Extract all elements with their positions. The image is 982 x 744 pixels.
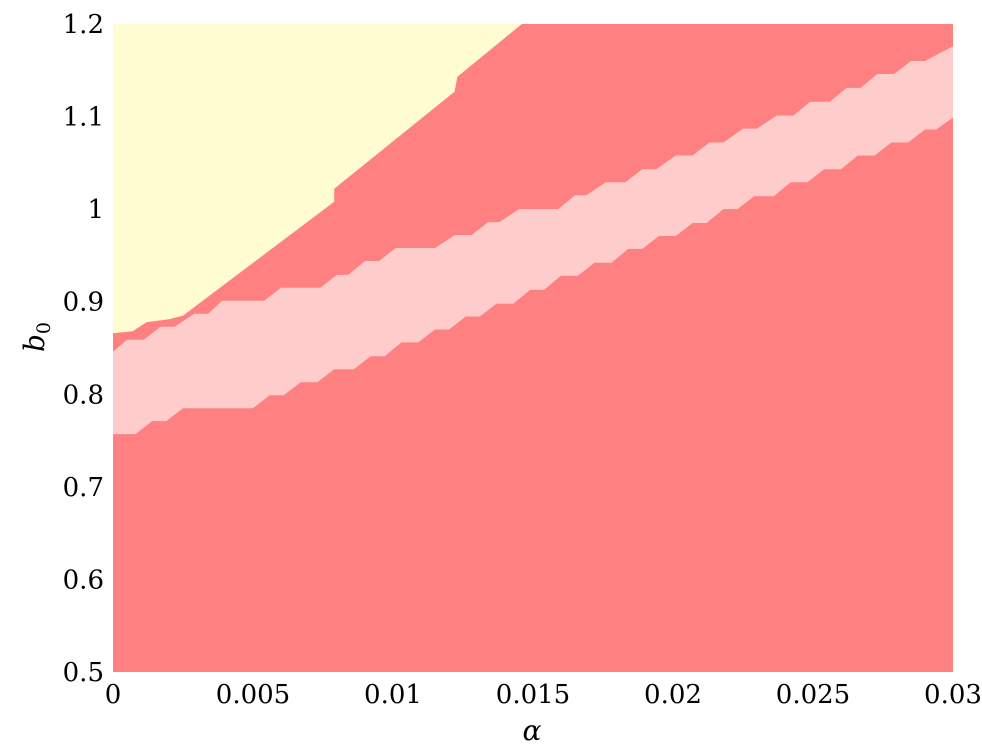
- y-tick-label: 1.2: [63, 10, 104, 40]
- x-tick-label: 0.03: [924, 680, 982, 710]
- x-tick-label: 0.015: [496, 680, 570, 710]
- region-pink-2: [113, 46, 953, 435]
- y-axis-label: b0: [18, 322, 55, 352]
- y-tick-label: 0.6: [63, 565, 104, 595]
- y-tick-label: 0.5: [63, 658, 104, 688]
- x-tick-label: 0.025: [776, 680, 850, 710]
- x-axis-label: α: [523, 714, 542, 744]
- y-tick-label: 0.7: [63, 473, 104, 503]
- x-tick-label: 0.005: [216, 680, 290, 710]
- x-tick-label: 0.01: [364, 680, 422, 710]
- y-tick-label: 1.1: [63, 103, 104, 133]
- y-axis-label-main: b: [18, 334, 51, 352]
- y-tick-label: 1: [87, 195, 104, 225]
- x-axis-tick-labels: 0 0.005 0.01 0.015 0.02 0.025 0.03: [105, 680, 982, 710]
- y-tick-label: 0.8: [63, 380, 104, 410]
- region-yellow-1: [113, 24, 522, 334]
- y-axis-tick-labels: 0.5 0.6 0.7 0.8 0.9 1 1.1 1.2: [63, 10, 104, 688]
- y-axis-label-subscript: 0: [33, 322, 55, 334]
- x-tick-label: 0.02: [644, 680, 702, 710]
- regions-layer: [113, 24, 953, 672]
- y-tick-label: 0.9: [63, 288, 104, 318]
- x-tick-label: 0: [105, 680, 122, 710]
